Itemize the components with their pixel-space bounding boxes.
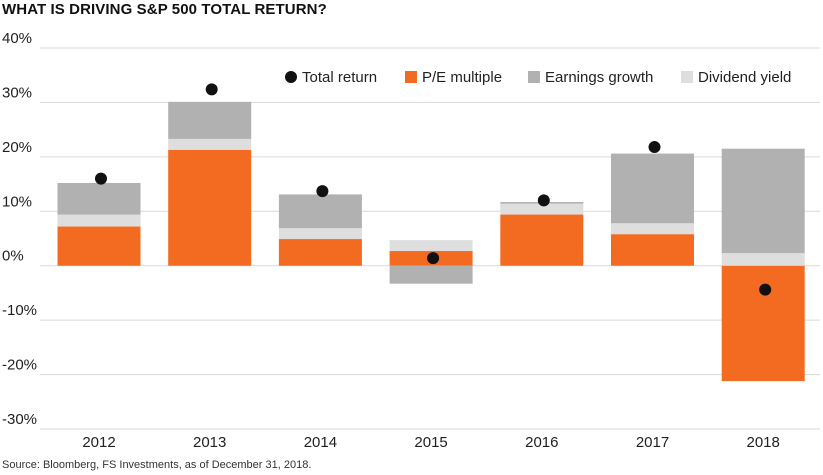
- bar-pe-multiple: [57, 226, 141, 266]
- bar-earnings-growth: [721, 148, 805, 254]
- total-return-point: [537, 194, 550, 207]
- bar-pe-multiple: [721, 265, 805, 382]
- legend-label: Total return: [302, 69, 377, 86]
- x-category-label: 2014: [304, 434, 337, 451]
- legend-swatch-dividend-yield: [681, 71, 693, 83]
- x-category-label: 2018: [747, 434, 780, 451]
- bar-dividend-yield: [168, 138, 252, 150]
- legend-label: P/E multiple: [422, 69, 502, 86]
- y-tick-label: -30%: [2, 411, 37, 428]
- bar-pe-multiple: [500, 214, 584, 266]
- x-category-label: 2016: [525, 434, 558, 451]
- total-return-point: [759, 283, 772, 296]
- bar-dividend-yield: [611, 223, 694, 235]
- bar-dividend-yield: [721, 253, 805, 266]
- bar-pe-multiple: [278, 239, 362, 266]
- x-category-label: 2012: [82, 434, 115, 451]
- x-category-label: 2015: [414, 434, 447, 451]
- legend-label: Dividend yield: [698, 69, 791, 86]
- y-tick-label: -10%: [2, 302, 37, 319]
- bar-earnings-growth: [389, 265, 473, 284]
- total-return-point: [648, 141, 661, 154]
- y-tick-label: -20%: [2, 357, 37, 374]
- bar-pe-multiple: [168, 149, 252, 266]
- bar-dividend-yield: [278, 228, 362, 240]
- bar-dividend-yield: [500, 203, 584, 215]
- bar-dividend-yield: [57, 214, 141, 227]
- bar-earnings-growth: [168, 101, 252, 139]
- legend-swatch-total-return: [285, 71, 297, 83]
- total-return-point: [316, 185, 329, 198]
- total-return-point: [95, 172, 107, 185]
- x-category-label: 2017: [636, 434, 669, 451]
- y-tick-label: 40%: [2, 30, 32, 47]
- y-tick-label: 20%: [2, 139, 32, 156]
- legend-swatch-earnings-growth: [528, 71, 540, 83]
- chart-title: WHAT IS DRIVING S&P 500 TOTAL RETURN?: [2, 1, 327, 18]
- source-note: Source: Bloomberg, FS Investments, as of…: [2, 459, 312, 471]
- y-tick-label: 10%: [2, 193, 32, 210]
- bar-earnings-growth: [278, 194, 362, 229]
- legend-label: Earnings growth: [545, 69, 653, 86]
- bar-earnings-growth: [611, 153, 694, 224]
- bar-dividend-yield: [389, 240, 473, 252]
- legend-swatch-pe-multiple: [405, 71, 417, 83]
- x-category-label: 2013: [193, 434, 226, 451]
- y-tick-label: 0%: [2, 248, 24, 265]
- total-return-point: [427, 252, 440, 265]
- bar-earnings-growth: [57, 182, 141, 215]
- total-return-point: [205, 83, 218, 96]
- y-tick-label: 30%: [2, 84, 32, 101]
- bar-pe-multiple: [611, 234, 694, 266]
